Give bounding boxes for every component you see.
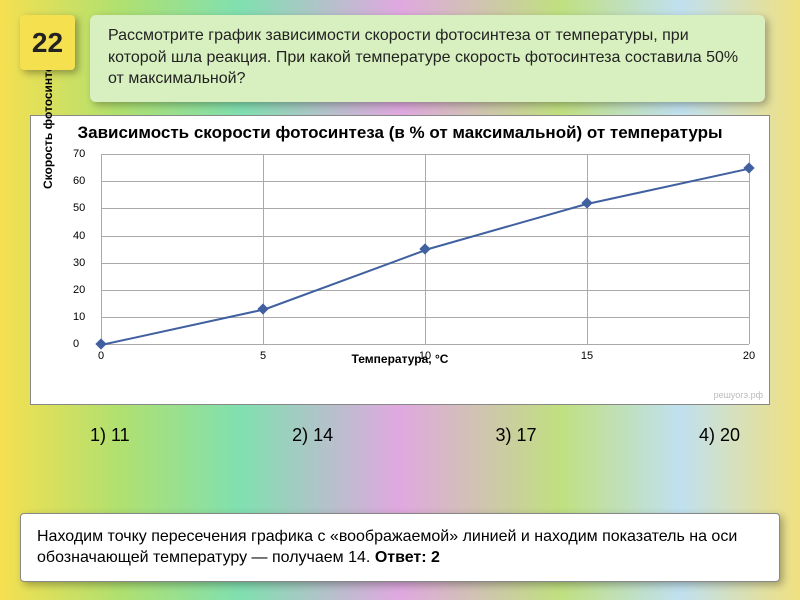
option-3: 3) 17 bbox=[496, 425, 537, 446]
explanation-box: Находим точку пересечения графика с «воо… bbox=[20, 513, 780, 582]
gridline-v bbox=[263, 154, 264, 344]
chart-marker bbox=[419, 243, 430, 254]
y-tick-label: 10 bbox=[73, 311, 85, 323]
chart-title: Зависимость скорости фотосинтеза (в % от… bbox=[31, 116, 769, 146]
x-tick-label: 5 bbox=[260, 350, 266, 362]
chart-line-segment bbox=[101, 309, 263, 346]
chart-marker bbox=[95, 338, 106, 349]
task-number-badge: 22 bbox=[20, 15, 75, 70]
option-2: 2) 14 bbox=[292, 425, 333, 446]
y-tick-label: 60 bbox=[73, 175, 85, 187]
gridline-h bbox=[101, 344, 749, 345]
x-tick-label: 0 bbox=[98, 350, 104, 362]
chart-plot-area: Скорость фотосинтеза, % 0102030405060700… bbox=[101, 154, 749, 344]
y-tick-label: 0 bbox=[73, 338, 79, 350]
x-axis-label: Температура, °С bbox=[31, 352, 769, 366]
option-4: 4) 20 bbox=[699, 425, 740, 446]
answer-options: 1) 11 2) 14 3) 17 4) 20 bbox=[90, 425, 740, 446]
option-1: 1) 11 bbox=[90, 425, 130, 446]
y-tick-label: 30 bbox=[73, 257, 85, 269]
answer-label: Ответ: 2 bbox=[375, 549, 440, 566]
y-tick-label: 70 bbox=[73, 148, 85, 160]
x-tick-label: 20 bbox=[743, 350, 755, 362]
x-tick-label: 15 bbox=[581, 350, 593, 362]
chart-marker bbox=[581, 197, 592, 208]
watermark: решуогэ.рф bbox=[714, 390, 763, 400]
chart-container: Зависимость скорости фотосинтеза (в % от… bbox=[30, 115, 770, 405]
y-tick-label: 20 bbox=[73, 284, 85, 296]
y-tick-label: 50 bbox=[73, 202, 85, 214]
gridline-v bbox=[101, 154, 102, 344]
chart-line-segment bbox=[263, 249, 426, 311]
chart-line-segment bbox=[425, 203, 588, 251]
y-tick-label: 40 bbox=[73, 230, 85, 242]
chart-marker bbox=[743, 162, 754, 173]
x-tick-label: 10 bbox=[419, 350, 431, 362]
gridline-v bbox=[749, 154, 750, 344]
chart-marker bbox=[257, 303, 268, 314]
task-number: 22 bbox=[32, 27, 63, 59]
question-box: Рассмотрите график зависимости скорости … bbox=[90, 15, 765, 102]
question-text: Рассмотрите график зависимости скорости … bbox=[108, 27, 738, 87]
gridline-v bbox=[587, 154, 588, 344]
chart-line-segment bbox=[587, 168, 749, 205]
